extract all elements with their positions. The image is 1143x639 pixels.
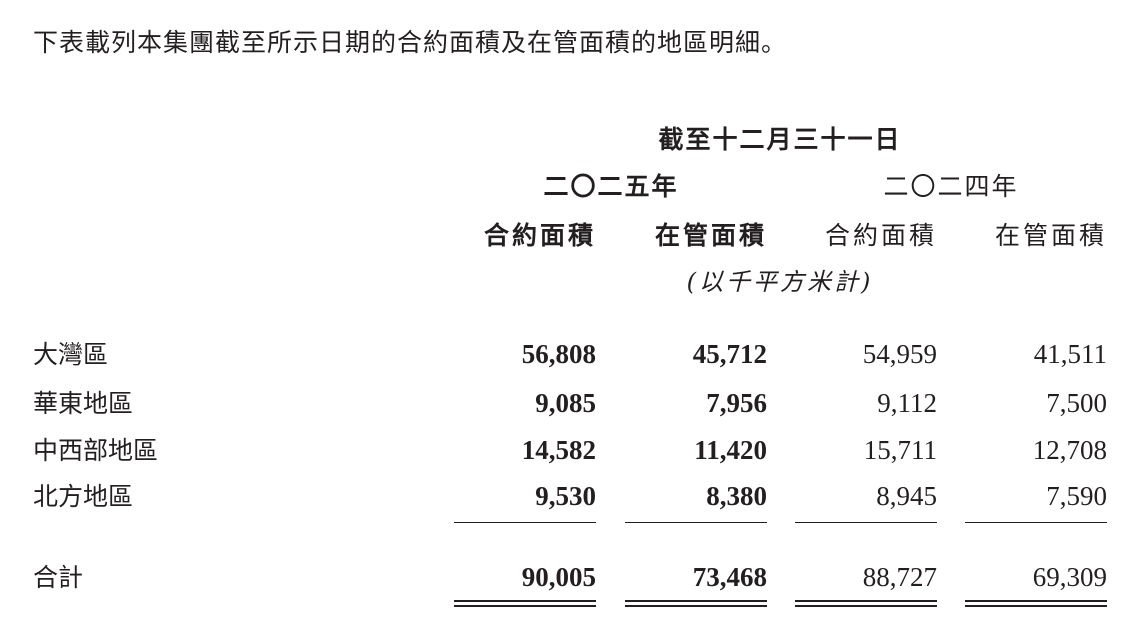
subtotal-rule [965,522,1107,523]
table-row-value: 41,511 [1033,339,1107,369]
table-row-value: 11,420 [694,435,767,465]
subtotal-rule [454,522,596,523]
col-header-managed-2024: 在管面積 [994,221,1107,250]
table-row-value: 14,582 [521,435,596,465]
col-header-contracted-2024: 合約面積 [824,221,937,250]
table-row-value: 7,590 [1046,481,1107,511]
total-row-label: 合計 [33,563,84,592]
table-row-value: 8,380 [706,481,767,511]
intro-text: 下表載列本集團截至所示日期的合約面積及在管面積的地區明細。 [33,28,788,57]
subtotal-rule [625,522,767,523]
table-row-value: 15,711 [863,435,937,465]
table-row-value: 7,956 [706,388,767,418]
total-double-rule [965,600,1107,607]
unit-label: (以千平方米計) [686,268,874,296]
subtotal-rule [795,522,937,523]
table-row-label: 中西部地區 [33,436,159,465]
total-double-rule [454,600,596,607]
table-row-value: 9,530 [535,481,596,511]
table-row-label: 大灣區 [33,340,109,369]
table-row-value: 12,708 [1032,435,1107,465]
total-double-rule [795,600,937,607]
total-double-rule [625,600,767,607]
table-row-value: 7,500 [1046,388,1107,418]
table-row-value: 45,712 [692,339,767,369]
total-row-value: 90,005 [521,562,596,592]
table-row-label: 華東地區 [33,389,134,418]
table-row-value: 56,808 [521,339,596,369]
table-row-value: 54,959 [862,339,937,369]
table-row-value: 9,112 [877,388,937,418]
year-2024-header: 二〇二四年 [883,172,1019,201]
table-row-value: 9,085 [535,388,596,418]
col-header-managed-2025: 在管面積 [654,221,767,250]
col-header-contracted-2025: 合約面積 [483,221,596,250]
total-row-value: 73,468 [692,562,767,592]
year-2025-header: 二〇二五年 [543,172,679,201]
total-row-value: 88,727 [862,562,937,592]
table-row-value: 8,945 [876,481,937,511]
period-header: 截至十二月三十一日 [658,125,902,154]
table-row-label: 北方地區 [33,482,134,511]
total-row-value: 69,309 [1032,562,1107,592]
